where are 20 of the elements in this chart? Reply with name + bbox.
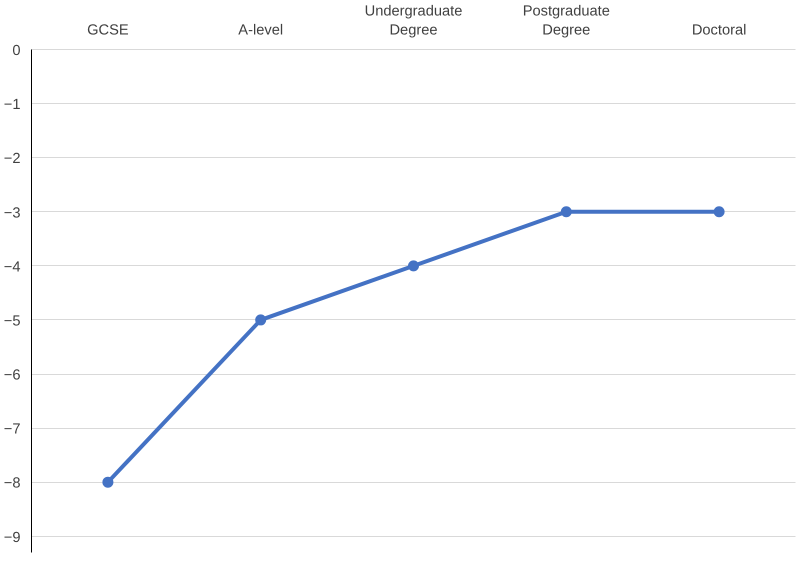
point [560,206,572,218]
y-tick-label: −7 [4,422,21,438]
y-tick-label: −8 [4,476,21,492]
x-tick-label: GCSE [87,22,129,38]
point [714,206,725,218]
y-tick-label: −4 [4,259,21,276]
x-tick-label: Undergraduate Degree [364,3,462,38]
point [408,260,419,272]
y-tick-label: −3 [4,205,21,222]
y-tick-label: −9 [4,530,21,546]
point [255,314,266,326]
y-tick-label: −1 [4,97,21,114]
x-tick-label: Doctoral [692,22,746,38]
y-tick-label: 0 [12,43,21,59]
x-tick-label: A-level [238,22,284,38]
y-tick-label: −2 [4,151,21,168]
x-tick-label: Postgraduate Degree [522,3,610,38]
y-tick-label: −6 [4,368,21,384]
point [102,476,114,488]
y-tick-label: −5 [4,313,21,330]
